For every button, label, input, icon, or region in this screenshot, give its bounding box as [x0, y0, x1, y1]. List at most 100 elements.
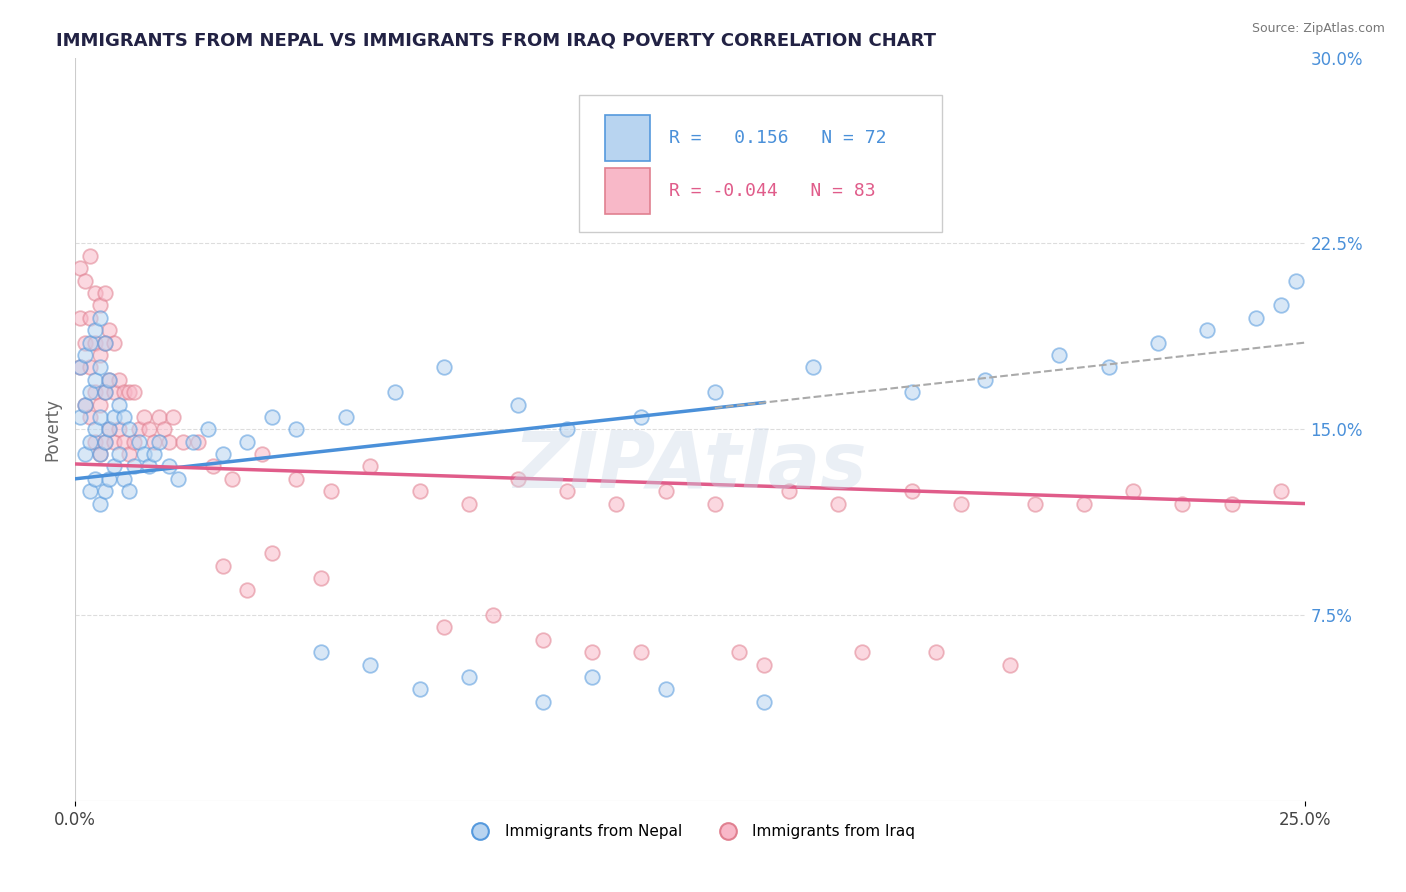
Point — [555, 422, 578, 436]
Point — [359, 657, 381, 672]
Point — [89, 447, 111, 461]
FancyBboxPatch shape — [606, 115, 650, 161]
Point — [1270, 484, 1292, 499]
Point — [103, 459, 125, 474]
Point — [98, 422, 121, 436]
Point — [851, 645, 873, 659]
Point — [93, 385, 115, 400]
Point — [98, 373, 121, 387]
Point — [79, 335, 101, 350]
Point — [89, 409, 111, 424]
Point — [83, 385, 105, 400]
Point — [752, 657, 775, 672]
Point — [132, 409, 155, 424]
Point — [93, 335, 115, 350]
Point — [1146, 335, 1168, 350]
Point — [157, 459, 180, 474]
Point — [359, 459, 381, 474]
Point — [138, 422, 160, 436]
Point — [79, 385, 101, 400]
Point — [122, 385, 145, 400]
Point — [157, 434, 180, 449]
Point — [236, 434, 259, 449]
Point — [187, 434, 209, 449]
Point — [900, 385, 922, 400]
Point — [112, 472, 135, 486]
Point — [201, 459, 224, 474]
Point — [752, 695, 775, 709]
Point — [118, 422, 141, 436]
Point — [148, 434, 170, 449]
Point — [69, 360, 91, 375]
Point — [112, 434, 135, 449]
Point — [69, 409, 91, 424]
Point — [1047, 348, 1070, 362]
Point — [98, 373, 121, 387]
Point — [108, 422, 131, 436]
Text: ZIPAtlas: ZIPAtlas — [513, 428, 868, 505]
Point — [132, 447, 155, 461]
Point — [285, 422, 308, 436]
Point — [73, 335, 96, 350]
Point — [69, 360, 91, 375]
Point — [93, 335, 115, 350]
Point — [103, 335, 125, 350]
Point — [998, 657, 1021, 672]
Point — [1171, 497, 1194, 511]
Point — [335, 409, 357, 424]
Point — [925, 645, 948, 659]
Point — [506, 397, 529, 411]
Point — [73, 397, 96, 411]
Point — [531, 695, 554, 709]
Text: Source: ZipAtlas.com: Source: ZipAtlas.com — [1251, 22, 1385, 36]
Point — [89, 298, 111, 312]
Point — [142, 447, 165, 461]
Point — [79, 249, 101, 263]
Point — [654, 682, 676, 697]
FancyBboxPatch shape — [579, 95, 942, 232]
Point — [309, 571, 332, 585]
Point — [482, 608, 505, 623]
Point — [89, 447, 111, 461]
Point — [138, 459, 160, 474]
Point — [93, 434, 115, 449]
Point — [555, 484, 578, 499]
Point — [73, 274, 96, 288]
Point — [778, 484, 800, 499]
Point — [73, 447, 96, 461]
Point — [89, 360, 111, 375]
Text: IMMIGRANTS FROM NEPAL VS IMMIGRANTS FROM IRAQ POVERTY CORRELATION CHART: IMMIGRANTS FROM NEPAL VS IMMIGRANTS FROM… — [56, 31, 936, 49]
Point — [260, 409, 283, 424]
Point — [103, 434, 125, 449]
Point — [211, 447, 233, 461]
Point — [83, 286, 105, 301]
Point — [581, 670, 603, 684]
Point — [98, 472, 121, 486]
Point — [162, 409, 184, 424]
Point — [827, 497, 849, 511]
Point — [83, 472, 105, 486]
Point — [89, 497, 111, 511]
Point — [457, 670, 479, 684]
Point — [148, 409, 170, 424]
Point — [83, 323, 105, 337]
Point — [181, 434, 204, 449]
Point — [83, 434, 105, 449]
Point — [506, 472, 529, 486]
Point — [122, 459, 145, 474]
Point — [128, 422, 150, 436]
Point — [1244, 310, 1267, 325]
Point — [89, 348, 111, 362]
Point — [93, 286, 115, 301]
Point — [103, 409, 125, 424]
Point — [172, 434, 194, 449]
Point — [197, 422, 219, 436]
Point — [167, 472, 190, 486]
Point — [69, 261, 91, 276]
Point — [93, 385, 115, 400]
Point — [974, 373, 997, 387]
Point — [703, 497, 725, 511]
Text: R = -0.044   N = 83: R = -0.044 N = 83 — [669, 182, 876, 200]
Point — [118, 385, 141, 400]
Point — [93, 484, 115, 499]
